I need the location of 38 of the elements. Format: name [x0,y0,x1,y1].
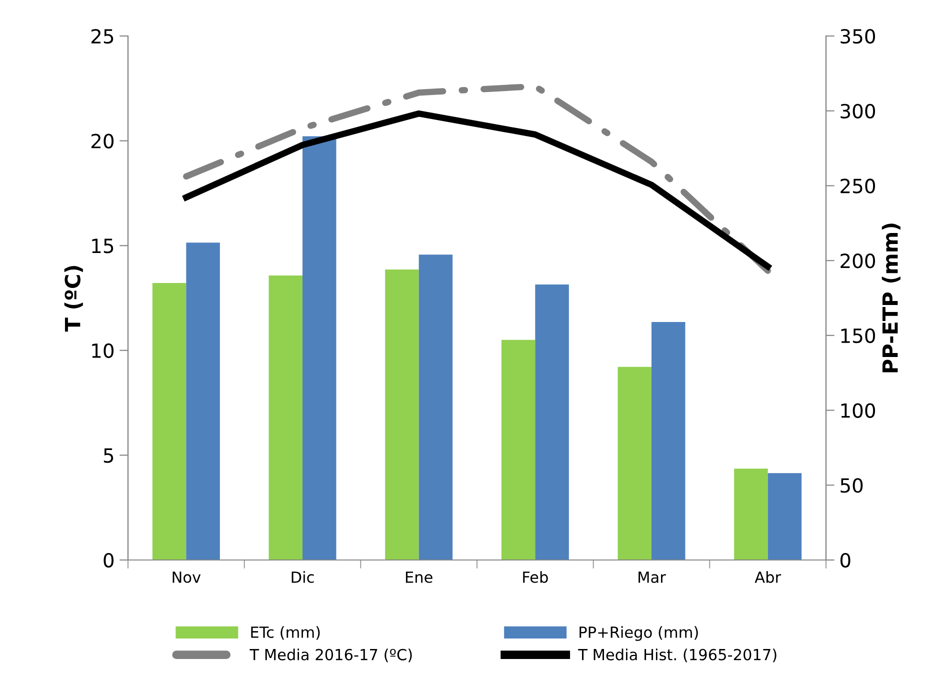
x-tick-label: Abr [754,571,782,583]
y2-tick-label: 250 [840,178,876,194]
y-axis-title: T (ºC) [64,266,83,332]
legend-label: PP+Riego (mm) [580,626,698,641]
y2-tick-label: 100 [841,403,876,418]
y2-tick-label: 50 [840,478,863,493]
x-tick-label: Dic [292,571,314,583]
legend-label: T Media Hist. (1965-2017) [578,648,776,662]
y-tick-label: 25 [91,28,114,44]
bar [152,283,186,560]
y2-tick-label: 0 [840,552,850,568]
bar [302,136,336,560]
y2-tick-label: 200 [840,254,876,268]
bar [734,468,768,560]
y2-tick-label: 150 [841,328,876,344]
bar [385,270,419,560]
y2-tick-label: 300 [840,104,876,119]
x-tick-label: Ene [406,572,432,583]
y-tick-label: 10 [92,343,114,358]
y2-tick-label: 350 [840,28,876,44]
bar [268,276,302,560]
legend-label: T Media 2016-17 (ºC) [250,648,412,662]
bar [652,322,686,560]
y-tick-label: 20 [91,134,114,148]
y2-axis-title: PP-ETP (mm) [882,224,900,372]
y-tick-label: 5 [104,448,114,463]
x-tick-label: Feb [523,571,548,583]
legend-label: ETc (mm) [251,626,320,640]
bar [618,366,652,560]
bar [768,473,802,560]
bar [501,340,536,560]
bar [535,284,569,560]
bar [186,242,220,560]
y-tick-label: 0 [104,552,114,568]
x-tick-label: Nov [172,572,201,583]
bar [418,254,453,560]
y-tick-label: 15 [92,238,114,254]
x-tick-label: Mar [638,572,666,583]
